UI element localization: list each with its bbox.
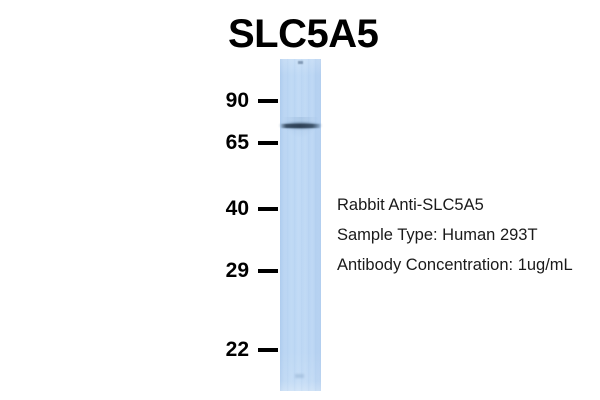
mw-label-22: 22 [225,338,249,361]
mw-marker-65: 65 [214,132,278,154]
mw-label-29: 29 [225,259,249,282]
mw-label-40: 40 [225,197,249,220]
annotation-concentration: Antibody Concentration: 1ug/mL [337,256,573,274]
mw-marker-22: 22 [214,339,278,361]
annotation-sample-type: Sample Type: Human 293T [337,226,538,244]
mw-label-90: 90 [225,89,249,112]
blot-lane [279,59,322,391]
mw-tick-icon [258,99,278,103]
mw-marker-40: 40 [214,198,278,220]
lane-background [280,59,321,391]
annotation-antibody: Rabbit Anti-SLC5A5 [337,196,484,214]
protein-band [281,124,320,128]
mw-tick-icon [258,269,278,273]
lane-artifact-speck-lower [295,374,304,378]
page-title: SLC5A5 [228,12,379,56]
mw-marker-29: 29 [214,260,278,282]
mw-marker-90: 90 [214,90,278,112]
mw-label-65: 65 [225,131,249,154]
mw-tick-icon [258,141,278,145]
annotation-block: Rabbit Anti-SLC5A5 Sample Type: Human 29… [337,190,587,280]
lane-artifact-speck [298,61,303,64]
mw-tick-icon [258,348,278,352]
mw-tick-icon [258,207,278,211]
lane-texture [280,59,321,391]
